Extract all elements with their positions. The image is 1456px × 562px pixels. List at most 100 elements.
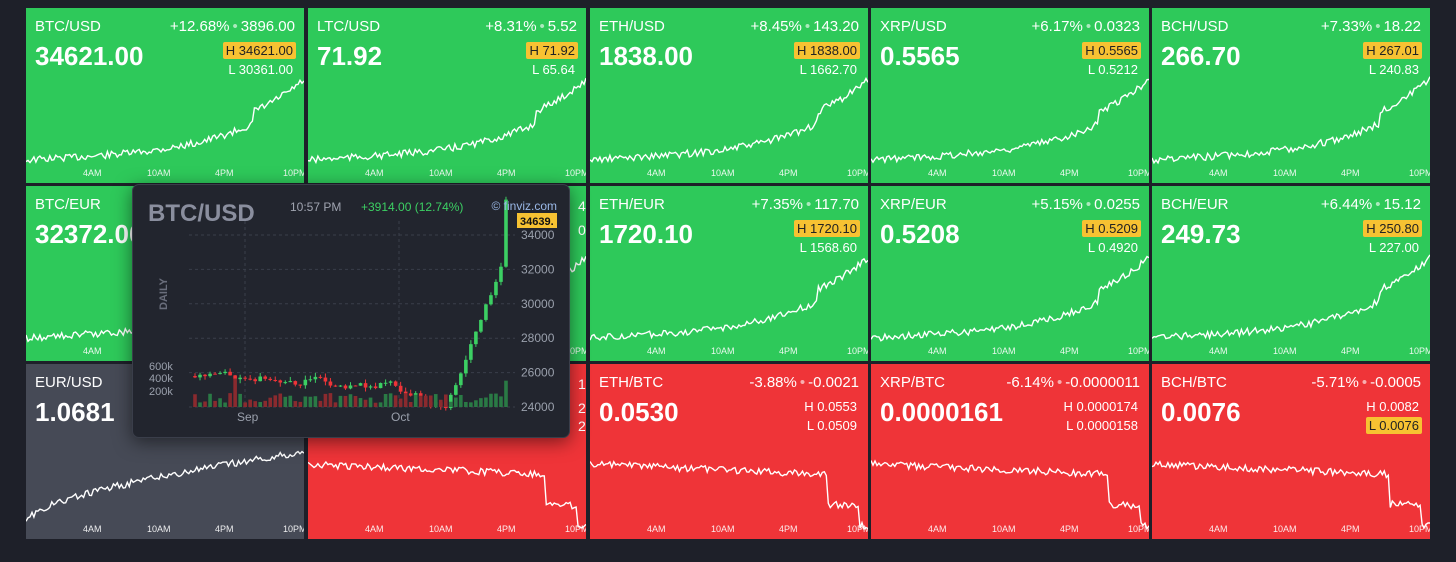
sparkline xyxy=(590,460,868,531)
tile-change-abs: 117.70 xyxy=(814,196,859,213)
time-label: 4AM xyxy=(83,168,102,178)
time-label: 10PM xyxy=(1128,346,1149,356)
volume-bar xyxy=(459,394,463,407)
occluded-digit: 2 xyxy=(578,418,586,434)
volume-bar xyxy=(454,397,458,407)
candle xyxy=(308,379,313,381)
tile-high: H 0.0082 xyxy=(1363,398,1422,415)
candle xyxy=(348,385,353,389)
quote-grid: BTC/USD 34621.00 +12.68% • 3896.00 H 34621.00… xyxy=(26,8,1430,539)
tile-low: L 0.5212 xyxy=(1085,61,1141,78)
volume-bar xyxy=(208,393,212,407)
time-label: 10AM xyxy=(429,524,453,534)
quote-tile[interactable]: ETH/USD 1838.00 +8.45% • 143.20 H 1838.00 L 16… xyxy=(590,8,868,183)
high-prefix: H xyxy=(796,43,807,58)
quote-tile[interactable]: ETH/BTC 0.0530 -3.88% • -0.0021 H 0.0553 L 0.0… xyxy=(590,364,868,539)
period-label: DAILY xyxy=(158,277,170,310)
tile-high: H 1720.10 xyxy=(793,220,860,237)
volume-bar xyxy=(308,396,313,407)
time-label: 4PM xyxy=(779,346,798,356)
time-label: 10PM xyxy=(283,168,304,178)
sparkline xyxy=(308,460,586,529)
time-label: 4AM xyxy=(647,524,666,534)
candle xyxy=(318,376,323,378)
candle xyxy=(474,331,478,345)
volume-bar xyxy=(449,401,453,407)
volume-bar xyxy=(408,401,413,407)
quote-tile[interactable]: XRP/EUR 0.5208 +5.15% • 0.0255 H 0.5209 L 0.49… xyxy=(871,186,1149,361)
volume-bar xyxy=(353,395,358,407)
popup-source[interactable]: © finviz.com xyxy=(491,199,557,213)
volume-bar xyxy=(193,394,197,407)
quote-tile[interactable]: BCH/EUR 249.73 +6.44% • 15.12 H 250.80 L 227.0… xyxy=(1152,186,1430,361)
volume-bar xyxy=(248,399,252,407)
price-tick: 24000 xyxy=(521,400,555,414)
low-prefix: L xyxy=(1087,240,1095,255)
volume-bar xyxy=(228,393,232,407)
volume-bar xyxy=(238,393,242,407)
time-axis: 4AM 10AM 4PM 10PM xyxy=(308,524,586,536)
low-value: 30361.00 xyxy=(238,62,293,77)
tile-change-pct: +6.44% xyxy=(1320,196,1373,213)
time-label: 10PM xyxy=(847,168,868,178)
volume-bar xyxy=(464,401,468,407)
low-value: 240.83 xyxy=(1379,62,1419,77)
high-prefix: H xyxy=(1085,43,1095,58)
sparkline xyxy=(590,76,868,164)
time-label: 10AM xyxy=(1273,346,1297,356)
volume-bar xyxy=(363,399,368,407)
tile-symbol: BCH/USD xyxy=(1161,18,1229,35)
candle xyxy=(253,379,257,382)
volume-tick: 600k xyxy=(149,361,173,373)
volume-bar xyxy=(438,399,443,407)
candle xyxy=(418,393,423,398)
low-prefix: L xyxy=(1066,418,1073,433)
quote-tile[interactable]: BTC/USD 34621.00 +12.68% • 3896.00 H 34621.00… xyxy=(26,8,304,183)
quote-tile[interactable]: LTC/USD 71.92 +8.31% • 5.52 H 71.92 L 65.64 4AM… xyxy=(308,8,586,183)
volume-bar xyxy=(218,398,222,407)
sparkline xyxy=(590,257,868,341)
low-prefix: L xyxy=(1368,62,1376,77)
tile-high: H 0.5209 xyxy=(1082,220,1141,237)
time-axis: 4AM 10AM 4PM 10PM xyxy=(871,168,1149,180)
tile-symbol: ETH/USD xyxy=(599,18,665,35)
quote-tile[interactable]: BCH/USD 266.70 +7.33% • 18.22 H 267.01 L 240.8… xyxy=(1152,8,1430,183)
tile-change: +7.33% • 18.22 xyxy=(1321,18,1421,35)
volume-bar xyxy=(368,397,373,407)
volume-bar xyxy=(298,401,303,407)
candle xyxy=(484,304,488,320)
candle xyxy=(413,393,418,396)
tile-change-abs: 15.12 xyxy=(1383,196,1421,213)
volume-bar xyxy=(233,378,237,407)
low-prefix: L xyxy=(1368,418,1376,433)
tile-change-abs: -0.0005 xyxy=(1370,374,1421,391)
volume-bar xyxy=(343,395,348,407)
time-label: 4PM xyxy=(1341,168,1360,178)
tile-price: 34621.00 xyxy=(35,41,144,71)
low-value: 227.00 xyxy=(1379,240,1419,255)
separator-dot-icon: • xyxy=(232,18,238,35)
time-label: 10AM xyxy=(147,168,171,178)
volume-bar xyxy=(213,400,217,407)
tile-symbol: EUR/USD xyxy=(35,374,103,391)
candle xyxy=(223,371,227,374)
candle xyxy=(193,376,197,378)
quote-tile[interactable]: XRP/USD 0.5565 +6.17% • 0.0323 H 0.5565 L 0.52… xyxy=(871,8,1149,183)
separator-dot-icon: • xyxy=(1085,196,1092,213)
time-axis: 4AM 10AM 4PM 10PM xyxy=(871,346,1149,358)
high-prefix: H xyxy=(804,399,814,414)
quote-tile[interactable]: XRP/BTC 0.0000161 -6.14% • -0.0000011 H 0.000… xyxy=(871,364,1149,539)
volume-bar xyxy=(474,400,478,407)
tile-high: H 0.0000174 xyxy=(1061,398,1141,415)
sparkline xyxy=(308,77,586,165)
quote-tile[interactable]: ETH/EUR 1720.10 +7.35% • 117.70 H 1720.10 L 15… xyxy=(590,186,868,361)
volume-bar xyxy=(393,395,398,407)
time-label: 4AM xyxy=(1209,168,1228,178)
quote-tile[interactable]: BCH/BTC 0.0076 -5.71% • -0.0005 H 0.0082 L 0.0… xyxy=(1152,364,1430,539)
candle xyxy=(403,391,408,394)
popup-change: +3914.00 (12.74%) xyxy=(361,200,464,214)
candle xyxy=(358,383,363,386)
candle xyxy=(293,381,298,385)
volume-bar xyxy=(288,395,293,407)
tile-change-pct: -6.14% xyxy=(1006,374,1054,391)
